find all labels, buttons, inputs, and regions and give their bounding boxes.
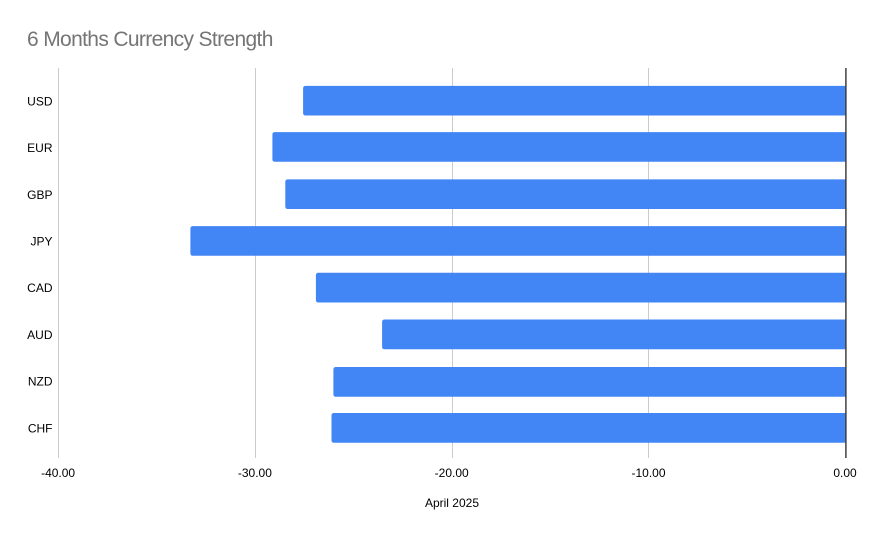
svg-text:0.00: 0.00 (833, 466, 857, 480)
svg-text:CHF: CHF (28, 421, 53, 435)
svg-text:-10.00: -10.00 (631, 466, 665, 480)
svg-text:NZD: NZD (28, 375, 53, 389)
svg-text:AUD: AUD (27, 328, 53, 342)
svg-text:-40.00: -40.00 (41, 466, 75, 480)
svg-text:April 2025: April 2025 (425, 496, 479, 510)
svg-text:-30.00: -30.00 (238, 466, 272, 480)
svg-text:JPY: JPY (30, 235, 52, 249)
svg-text:CAD: CAD (27, 281, 53, 295)
svg-text:USD: USD (27, 94, 53, 108)
svg-text:GBP: GBP (27, 188, 52, 202)
svg-text:-20.00: -20.00 (435, 466, 469, 480)
svg-text:EUR: EUR (27, 141, 53, 155)
svg-text:6 Months Currency Strength: 6 Months Currency Strength (27, 28, 273, 51)
